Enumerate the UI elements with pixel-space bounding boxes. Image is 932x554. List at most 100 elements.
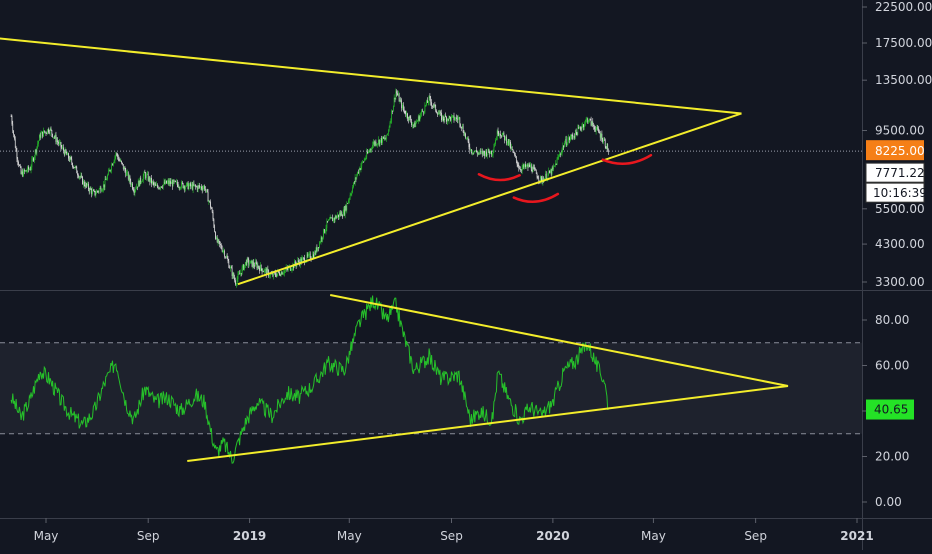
- price-candle-body-709: [599, 133, 601, 138]
- price-candle-body-262: [228, 261, 230, 268]
- price-candle-body-279: [242, 264, 244, 268]
- price-candle-body-160: [143, 172, 145, 177]
- price-candle-body-301: [260, 264, 262, 269]
- price-candle-body-178: [158, 187, 160, 189]
- price-candle-body-338: [291, 269, 293, 271]
- price-candle-body-530: [451, 116, 452, 121]
- price-candle-body-418: [358, 171, 359, 173]
- price-candle-body-51: [53, 136, 54, 138]
- price-candle-body-273: [237, 274, 239, 280]
- time-tick-label-6: May: [641, 529, 666, 543]
- price-candle-body-2: [12, 123, 14, 132]
- price-candle-body-315: [272, 273, 274, 277]
- price-candle-body-226: [198, 185, 200, 187]
- price-candle-body-188: [166, 182, 168, 184]
- price-candle-body-196: [173, 180, 175, 182]
- price-candle-body-561: [476, 152, 478, 154]
- price-candle-body-345: [297, 260, 299, 264]
- price-candle-body-506: [431, 102, 432, 106]
- price-candle-body-546: [464, 133, 466, 136]
- last-price-tag: [866, 140, 924, 161]
- price-candle-body-360: [309, 253, 311, 259]
- price-candle-body-471: [402, 104, 403, 109]
- price-candle-body-55: [56, 140, 58, 142]
- price-candle-body-409: [350, 194, 352, 196]
- price-candle-body-70: [68, 158, 70, 161]
- price-tick-label-2: 13500.00: [875, 73, 932, 87]
- price-candle-body-221: [194, 185, 196, 186]
- price-candle-body-23: [29, 169, 31, 171]
- price-candle-body-454: [387, 129, 389, 134]
- price-candle-body-290: [251, 260, 253, 267]
- price-candle-body-212: [186, 182, 188, 184]
- price-candle-body-577: [490, 150, 491, 155]
- price-candle-body-241: [211, 207, 212, 209]
- price-candle-body-42: [45, 131, 47, 134]
- price-candle-body-96: [90, 187, 92, 190]
- price-candle-body-630: [534, 167, 535, 170]
- price-candle-body-353: [304, 257, 305, 263]
- price-candle-body-597: [506, 142, 508, 144]
- annotations[interactable]: [0, 35, 789, 463]
- price-candle-body-538: [457, 118, 459, 120]
- price-candle-body-528: [449, 116, 451, 118]
- price-candle-body-144: [130, 181, 132, 185]
- price-candle-body-247: [215, 237, 217, 239]
- price-candle-body-643: [545, 173, 546, 179]
- price-candle-body-128: [117, 153, 118, 157]
- price-candle-body-126: [115, 153, 117, 157]
- price-candle-body-376: [323, 229, 324, 238]
- price-candle-body-434: [371, 148, 373, 150]
- support-arc-1: [512, 192, 560, 203]
- price-candle-body-277: [240, 272, 242, 275]
- price-candle-body-613: [520, 169, 521, 171]
- price-candle-body-397: [340, 212, 342, 216]
- price-candle-body-52: [53, 136, 55, 138]
- price-candle-body-101: [94, 191, 96, 196]
- price-candle-body-531: [451, 115, 453, 117]
- price-candle-body-638: [540, 176, 542, 179]
- price-candle-body-574: [487, 149, 489, 154]
- price-candle-body-716: [605, 146, 607, 149]
- price-tick-label-5: 4300.00: [875, 237, 925, 251]
- price-candle-body-591: [501, 134, 503, 137]
- price-candle-body-243: [212, 212, 214, 220]
- price-candle-body-146: [132, 183, 133, 189]
- price-candle-body-601: [510, 141, 511, 149]
- price-candle-body-31: [36, 146, 38, 153]
- price-candle-body-557: [473, 151, 475, 154]
- price-candle-body-322: [278, 270, 280, 273]
- price-candle-body-440: [376, 144, 378, 146]
- price-candle-body-111: [102, 184, 104, 190]
- price-candle-body-17: [24, 170, 26, 172]
- price-candle-body-109: [101, 190, 103, 192]
- price-candle-body-69: [68, 153, 69, 159]
- price-candle-body-475: [405, 113, 407, 116]
- price-candle-body-88: [83, 181, 85, 186]
- support-arc-0: [477, 173, 521, 182]
- price-candle-body-129: [117, 156, 119, 160]
- price-candle-body-497: [423, 111, 425, 113]
- price-candle-body-100: [93, 190, 95, 192]
- price-candle-body-80: [77, 173, 78, 176]
- price-candle-body-461: [393, 97, 395, 106]
- price-candle-body-449: [383, 137, 385, 139]
- price-candle-body-253: [220, 245, 222, 249]
- price-candle-body-127: [116, 153, 117, 155]
- price-candle-body-370: [318, 247, 319, 249]
- price-candle-body-252: [220, 244, 221, 246]
- price-candle-body-518: [441, 112, 442, 121]
- price-candle-body-325: [280, 271, 282, 276]
- price-candle-body-57: [58, 142, 59, 144]
- price-candle-body-559: [475, 150, 476, 152]
- price-candle-body-116: [107, 174, 108, 180]
- price-candle-body-466: [397, 94, 399, 96]
- price-candle-body-532: [452, 115, 454, 117]
- price-candle-body-658: [557, 156, 559, 159]
- price-candle-body-34: [39, 135, 40, 141]
- price-candle-body-587: [498, 133, 500, 135]
- price-candle-body-560: [476, 150, 477, 153]
- price-candle-body-198: [175, 180, 176, 182]
